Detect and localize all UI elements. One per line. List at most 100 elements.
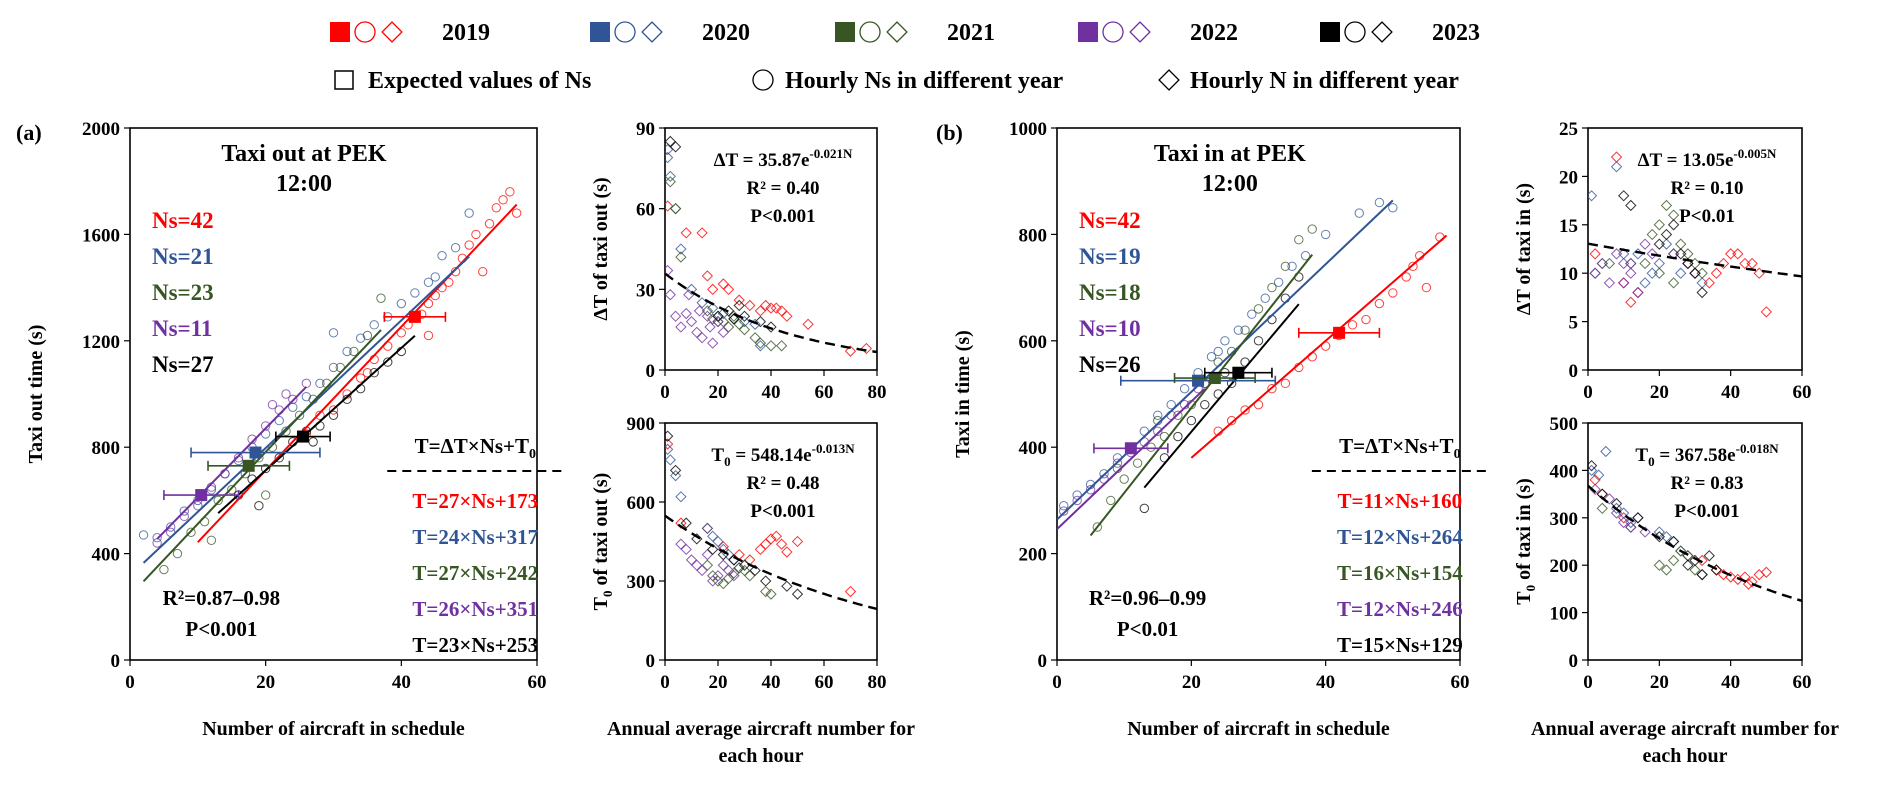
data-point-2019 [701, 270, 714, 282]
data-point-2022 [696, 564, 708, 577]
r-squared-label: R²=0.96–0.99 [1089, 586, 1206, 610]
chart-title: Taxi in at PEK [1154, 141, 1306, 167]
data-point-2020 [712, 535, 724, 548]
data-point-2021 [749, 332, 761, 344]
y-tick-label: 600 [1019, 332, 1048, 353]
data-point-2019 [1618, 277, 1630, 289]
y-tick-label: 0 [1038, 651, 1048, 672]
data-point-2021 [675, 251, 687, 263]
data-point-2019 [781, 310, 793, 322]
data-point-2022 [1618, 257, 1630, 270]
square-marker-icon [334, 70, 354, 90]
y-tick-label: 2000 [82, 119, 120, 140]
data-point-2019 [775, 305, 788, 317]
legend-diamond-marker-icon [381, 21, 403, 43]
data-point-2022 [260, 421, 271, 431]
data-point-2020 [1660, 238, 1673, 250]
data-point-2022 [693, 305, 706, 317]
data-point-2020 [1153, 410, 1163, 420]
data-point-2019 [860, 342, 873, 355]
data-point-2020 [1588, 190, 1598, 202]
data-point-2020 [707, 302, 719, 314]
data-point-2022 [701, 310, 714, 322]
data-point-2020 [1689, 267, 1701, 279]
model-subscript: 0 [529, 447, 536, 462]
data-point-2020 [430, 272, 440, 282]
data-point-2021 [1132, 458, 1143, 468]
data-point-2023 [1696, 569, 1708, 581]
legend-circle-marker-icon [1344, 21, 1366, 43]
x-tick-label: 40 [1721, 382, 1740, 403]
data-point-2021 [738, 324, 751, 336]
fit-equation: ΔT = 13.05e-0.005N [1638, 146, 1777, 171]
x-tick-label: 40 [762, 672, 781, 693]
data-point-2019 [1632, 286, 1644, 299]
data-point-2023 [1660, 228, 1673, 241]
data-point-2021 [1667, 209, 1680, 221]
data-point-2023 [1200, 399, 1210, 410]
data-point-2022 [1625, 267, 1637, 279]
exponential-fit-curve [1588, 242, 1802, 278]
data-point-2020 [1220, 336, 1230, 346]
data-point-2021 [733, 562, 745, 574]
regression-equation: T=24×Ns+317 [412, 525, 538, 549]
data-point-2022 [675, 321, 687, 333]
legend-diamond-marker-icon [886, 21, 908, 43]
data-point-2023 [328, 410, 339, 420]
data-point-2020 [1233, 325, 1244, 335]
data-point-2020 [1593, 469, 1605, 481]
regression-equation: T=12×Ns+246 [1337, 597, 1463, 621]
data-point-2019 [1625, 296, 1637, 308]
data-point-2020 [665, 454, 676, 466]
data-point-2020 [1166, 399, 1176, 410]
x-axis-label-line1: Annual average aircraft number for [1531, 718, 1839, 740]
data-point-2023 [1253, 336, 1264, 346]
data-point-2021 [775, 340, 788, 352]
data-point-2019 [717, 278, 729, 290]
data-point-2019 [1589, 474, 1601, 486]
data-point-2023 [733, 299, 745, 312]
data-point-2022 [665, 264, 674, 277]
data-point-2019 [665, 200, 674, 212]
legend-year-label: 2019 [442, 20, 490, 46]
data-point-2021 [172, 548, 183, 559]
data-point-2021 [1675, 238, 1687, 250]
data-point-2019 [754, 305, 767, 317]
data-point-2021 [349, 346, 359, 357]
data-point-2019 [791, 535, 804, 548]
legend-marker-types: Expected values of Ns Hourly Ns in differ… [334, 68, 1459, 94]
data-point-2021 [1119, 474, 1129, 484]
data-point-2019 [765, 533, 777, 545]
data-point-2019 [680, 227, 692, 239]
data-point-2021 [213, 495, 223, 506]
data-point-2019 [1710, 267, 1723, 279]
y-tick-label: 800 [1019, 225, 1048, 246]
data-point-2021 [754, 337, 767, 349]
data-point-2020 [665, 151, 674, 164]
plot-frame [1587, 422, 1803, 661]
data-point-2020 [328, 328, 339, 338]
data-point-2019 [696, 227, 708, 239]
data-point-2021 [1653, 219, 1665, 231]
plot-area [1588, 151, 1802, 318]
x-axis-label: Number of aircraft in schedule [1127, 718, 1390, 740]
model-text: T=ΔT×Ns+T [415, 434, 529, 458]
data-point-2022 [152, 538, 162, 548]
data-point-2023 [680, 517, 692, 529]
data-point-2019 [355, 373, 366, 383]
regression-line-2022 [156, 386, 308, 540]
data-point-2019 [505, 187, 515, 197]
p-value-label: P<0.01 [1117, 617, 1179, 641]
y-tick-label: 400 [1019, 438, 1048, 459]
data-point-2022 [1610, 248, 1623, 260]
legend-year-label: 2023 [1432, 20, 1480, 46]
ns-label: Ns=19 [1079, 244, 1141, 269]
y-tick-label: 60 [636, 200, 655, 221]
data-point-2019 [491, 203, 501, 213]
data-point-2019 [844, 345, 857, 357]
data-point-2021 [186, 527, 196, 538]
data-point-2019 [802, 318, 814, 330]
fit-equation-rest: = 548.14e [731, 445, 812, 466]
x-tick-label: 60 [1793, 672, 1812, 693]
